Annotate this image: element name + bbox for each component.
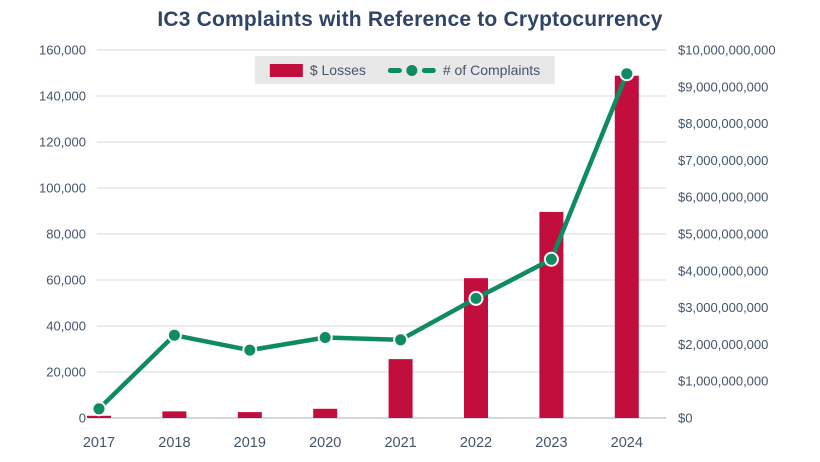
x-tick-label: 2022 xyxy=(460,435,492,451)
y-left-tick-label: 120,000 xyxy=(39,135,86,150)
y-right-tick-label: $3,000,000,000 xyxy=(678,300,768,315)
y-right-tick-label: $6,000,000,000 xyxy=(678,190,768,205)
complaints-point-2024 xyxy=(619,66,635,82)
x-tick-label: 2019 xyxy=(234,435,266,451)
y-right-tick-label: $8,000,000,000 xyxy=(678,116,768,131)
losses-bar-2017 xyxy=(87,415,111,418)
complaints-point-2023 xyxy=(543,251,559,267)
x-tick-label: 2024 xyxy=(611,435,643,451)
complaints-point-2017 xyxy=(91,401,107,417)
y-left-tick-label: 20,000 xyxy=(46,365,86,380)
y-right-tick-label: $2,000,000,000 xyxy=(678,337,768,352)
y-right-tick-label: $9,000,000,000 xyxy=(678,79,768,94)
complaints-point-2018 xyxy=(166,327,182,343)
losses-bar-2020 xyxy=(313,408,338,418)
losses-bar-2019 xyxy=(237,412,262,418)
y-right-tick-label: $7,000,000,000 xyxy=(678,153,768,168)
y-right-tick-label: $4,000,000,000 xyxy=(678,263,768,278)
complaints-point-2020 xyxy=(317,330,333,345)
x-tick-label: 2018 xyxy=(158,435,190,451)
chart-legend: $ Losses # of Complaints xyxy=(254,56,556,84)
y-left-tick-label: 100,000 xyxy=(39,181,86,196)
legend-complaints-label: # of Complaints xyxy=(442,62,541,78)
complaints-line-marker-icon xyxy=(387,64,436,76)
losses-swatch-icon xyxy=(269,63,303,77)
legend-losses-label: $ Losses xyxy=(309,62,366,78)
losses-bar-2024 xyxy=(614,75,639,418)
complaints-point-2021 xyxy=(393,332,409,348)
y-left-tick-label: 0 xyxy=(79,411,86,426)
y-right-tick-label: $0 xyxy=(678,411,692,426)
y-right-tick-label: $5,000,000,000 xyxy=(678,227,768,242)
y-left-tick-label: 160,000 xyxy=(39,43,86,58)
complaints-line xyxy=(96,71,630,412)
complaints-point-2022 xyxy=(468,290,484,306)
y-right-tick-label: $10,000,000,000 xyxy=(678,43,776,58)
y-left-tick-label: 140,000 xyxy=(39,89,86,104)
x-tick-label: 2023 xyxy=(535,435,567,451)
y-left-tick-label: 60,000 xyxy=(46,273,86,288)
legend-item-losses: $ Losses xyxy=(269,62,366,78)
legend-item-complaints: # of Complaints xyxy=(387,62,541,78)
losses-bar-2021 xyxy=(388,359,413,418)
y-right-tick-label: $1,000,000,000 xyxy=(678,374,768,389)
chart-title: IC3 Complaints with Reference to Cryptoc… xyxy=(157,8,663,31)
y-left-tick-label: 40,000 xyxy=(46,319,86,334)
x-tick-label: 2020 xyxy=(309,435,341,451)
x-tick-label: 2021 xyxy=(384,435,416,451)
losses-bar-2018 xyxy=(162,411,187,418)
complaints-point-2019 xyxy=(242,342,258,358)
y-left-tick-label: 80,000 xyxy=(46,227,86,242)
x-tick-label: 2017 xyxy=(83,435,115,451)
losses-bar-2023 xyxy=(539,211,564,418)
